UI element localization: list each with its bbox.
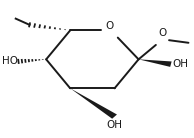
Polygon shape: [70, 88, 117, 119]
Text: HO: HO: [2, 56, 17, 66]
Text: O: O: [106, 21, 114, 31]
Text: O: O: [158, 28, 167, 38]
Text: OH: OH: [173, 59, 189, 69]
Text: OH: OH: [107, 120, 123, 130]
Polygon shape: [139, 59, 172, 67]
